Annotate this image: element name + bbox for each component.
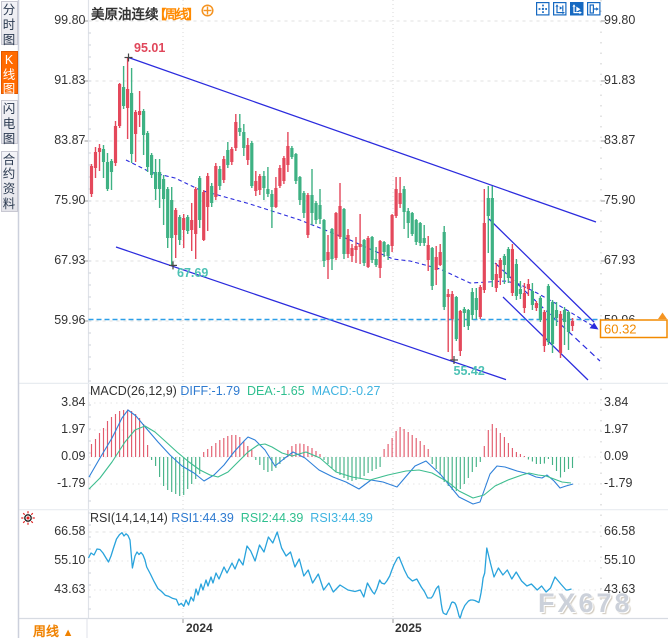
svg-text:60.32: 60.32: [604, 322, 637, 337]
